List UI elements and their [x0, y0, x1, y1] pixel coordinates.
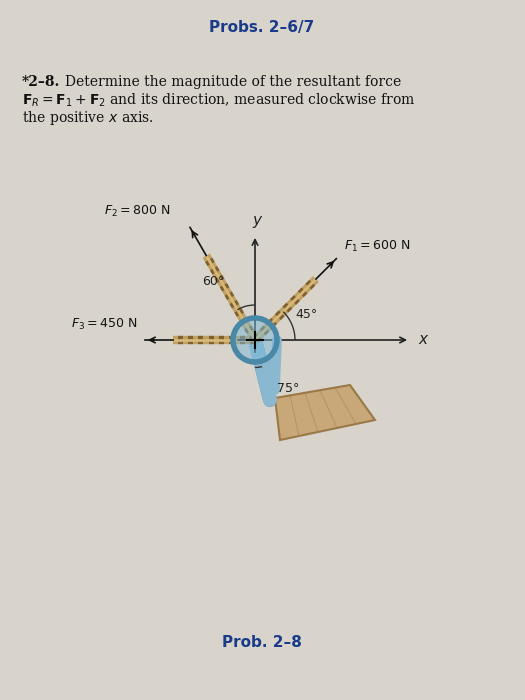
Text: *2–8.: *2–8. [22, 75, 60, 89]
Text: x: x [418, 332, 427, 347]
Text: 45°: 45° [296, 308, 318, 321]
Text: 75°: 75° [277, 382, 299, 395]
Polygon shape [275, 385, 375, 440]
Text: $F_1 = 600$ N: $F_1 = 600$ N [344, 239, 411, 253]
Text: y: y [253, 213, 261, 228]
Circle shape [236, 321, 274, 359]
Text: 60°: 60° [202, 275, 224, 288]
Text: Prob. 2–8: Prob. 2–8 [222, 635, 302, 650]
Text: $\mathbf{F}_R = \mathbf{F}_1 + \mathbf{F}_2$ and its direction, measured clockwi: $\mathbf{F}_R = \mathbf{F}_1 + \mathbf{F… [22, 92, 415, 109]
Text: $F_2 = 800$ N: $F_2 = 800$ N [103, 204, 170, 219]
Text: the positive $x$ axis.: the positive $x$ axis. [22, 109, 154, 127]
Text: $F_3 = 450$ N: $F_3 = 450$ N [70, 317, 137, 332]
Text: Determine the magnitude of the resultant force: Determine the magnitude of the resultant… [65, 75, 401, 89]
Text: Probs. 2–6/7: Probs. 2–6/7 [209, 20, 314, 35]
